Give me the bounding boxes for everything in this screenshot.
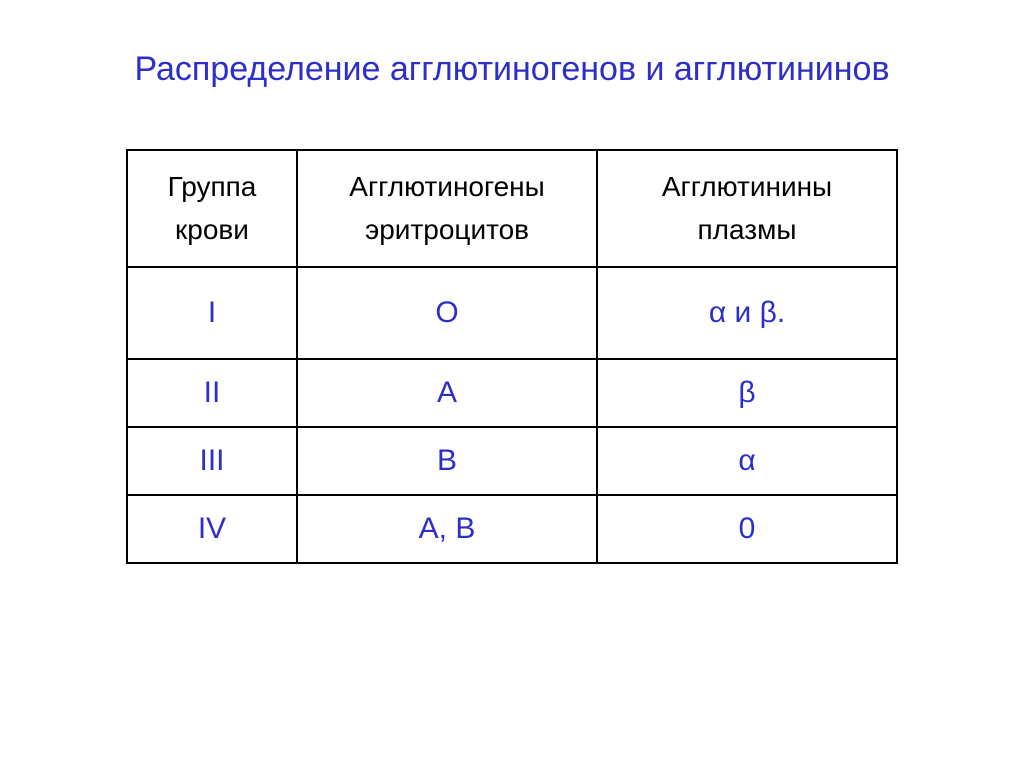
header-line: Группа	[168, 171, 257, 202]
slide-title: Распределение агглютиногенов и агглютини…	[60, 40, 964, 149]
cell-agglutinogen: А	[297, 359, 597, 427]
cell-group: IV	[127, 495, 297, 563]
blood-groups-table: Группа крови Агглютиногены эритроцитов А…	[126, 149, 898, 564]
cell-agglutinin: α и β.	[597, 267, 897, 359]
cell-agglutinin: 0	[597, 495, 897, 563]
cell-agglutinogen: В	[297, 427, 597, 495]
header-blood-group: Группа крови	[127, 150, 297, 267]
header-line: Агглютинины	[662, 171, 832, 202]
cell-agglutinin: α	[597, 427, 897, 495]
header-line: крови	[175, 214, 249, 245]
table-row: I О α и β.	[127, 267, 897, 359]
cell-agglutinogen: О	[297, 267, 597, 359]
table-row: III В α	[127, 427, 897, 495]
cell-group: III	[127, 427, 297, 495]
header-line: плазмы	[698, 214, 797, 245]
header-agglutinins: Агглютинины плазмы	[597, 150, 897, 267]
cell-group: II	[127, 359, 297, 427]
cell-agglutinin: β	[597, 359, 897, 427]
cell-group: I	[127, 267, 297, 359]
header-agglutinogens: Агглютиногены эритроцитов	[297, 150, 597, 267]
table-header-row: Группа крови Агглютиногены эритроцитов А…	[127, 150, 897, 267]
header-line: Агглютиногены	[349, 171, 544, 202]
table-row: II А β	[127, 359, 897, 427]
header-line: эритроцитов	[365, 214, 529, 245]
slide: Распределение агглютиногенов и агглютини…	[0, 0, 1024, 768]
cell-agglutinogen: А, В	[297, 495, 597, 563]
table-row: IV А, В 0	[127, 495, 897, 563]
table-container: Группа крови Агглютиногены эритроцитов А…	[60, 149, 964, 564]
